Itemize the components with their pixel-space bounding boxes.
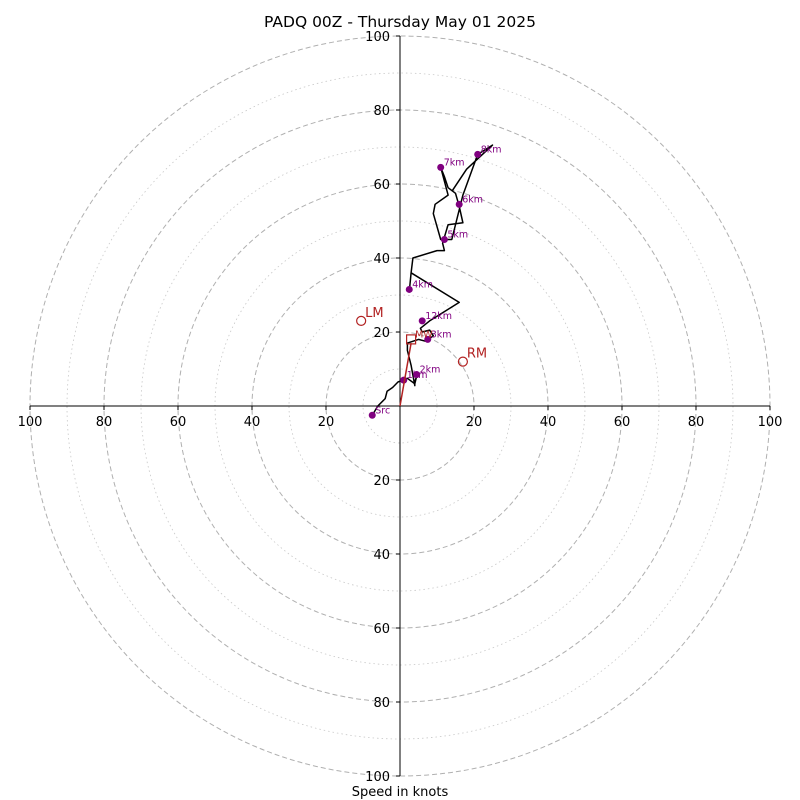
y-tick-label: 100 (365, 30, 390, 45)
x-tick-label: 40 (244, 415, 261, 430)
height-label-src: Src (375, 405, 390, 416)
storm-motion-lm-marker (356, 315, 367, 326)
storm-motion-lm-label: LM (365, 306, 383, 321)
y-tick-label: 80 (373, 104, 390, 119)
tick-labels: 100 80 60 40 20 20 40 60 80 100 100 80 60 40 20 20 40 60 8… (18, 30, 783, 785)
height-marker-12km (418, 317, 426, 325)
height-label-4km: 4km (412, 279, 433, 290)
y-tick-label: 80 (373, 696, 390, 711)
y-tick-label: 60 (373, 178, 390, 193)
x-tick-label: 100 (18, 415, 43, 430)
height-markers: Src1km2km3km12km4km5km6km7km8km (368, 144, 502, 419)
height-label-8km: 8km (481, 144, 502, 155)
height-marker-6km (455, 200, 463, 208)
x-axis-label: Speed in knots (352, 785, 449, 800)
height-label-5km: 5km (447, 230, 468, 241)
storm-motion-rm-label: RM (467, 347, 487, 362)
height-label-12km: 12km (425, 311, 452, 322)
x-tick-label: 80 (96, 415, 113, 430)
shear-vector-line (399, 342, 412, 407)
x-tick-label: 40 (540, 415, 557, 430)
mean-wind-label: MW (415, 329, 433, 340)
hodograph-line-group (371, 144, 494, 416)
mean-wind-marker (406, 334, 417, 345)
x-tick-label: 60 (170, 415, 187, 430)
y-tick-label: 40 (373, 548, 390, 563)
hodograph-line (371, 144, 494, 416)
height-marker-3km (424, 335, 432, 343)
height-marker-5km (440, 236, 448, 243)
height-marker-src (368, 411, 376, 419)
y-tick-label: 20 (373, 326, 390, 341)
height-label-2km: 2km (420, 365, 441, 376)
height-marker-4km (405, 285, 413, 293)
height-marker-7km (437, 163, 445, 171)
height-marker-8km (474, 150, 482, 158)
chart-title: PADQ 00Z - Thursday May 01 2025 (264, 13, 536, 31)
x-tick-label: 20 (466, 415, 483, 430)
storm-motion-group: RM LM MW (356, 306, 487, 407)
y-tick-label: 40 (373, 252, 390, 267)
x-tick-label: 60 (614, 415, 631, 430)
y-tick-label: 100 (365, 770, 390, 785)
height-marker-2km (413, 371, 421, 379)
y-tick-label: 20 (373, 474, 390, 489)
height-label-6km: 6km (462, 194, 483, 205)
y-tick-label: 60 (373, 622, 390, 637)
x-tick-label: 100 (758, 415, 783, 430)
x-tick-label: 20 (318, 415, 335, 430)
height-label-7km: 7km (444, 157, 465, 168)
height-label-3km: 3km (431, 329, 452, 340)
storm-motion-rm-marker (457, 356, 468, 367)
x-tick-label: 80 (688, 415, 705, 430)
